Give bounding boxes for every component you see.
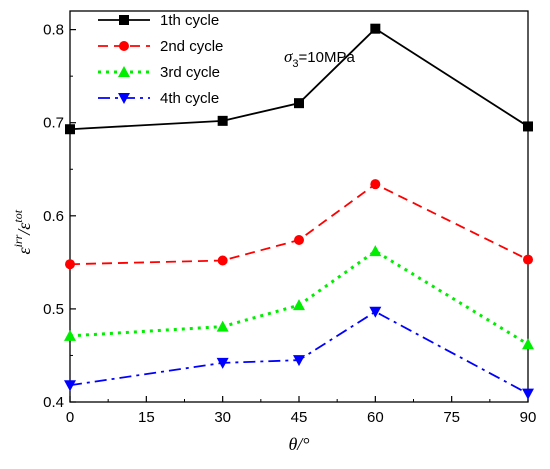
- data-point: [522, 338, 534, 350]
- series-3: [64, 245, 534, 350]
- legend-entry-2: 2nd cycle: [98, 38, 223, 55]
- data-point: [217, 255, 228, 266]
- series-line: [69, 183, 529, 266]
- series-2: [65, 179, 533, 270]
- y-tick-label: 0.4: [43, 394, 64, 411]
- data-point: [370, 23, 381, 34]
- x-axis-title: θ/°: [288, 434, 309, 454]
- legend-entry-4: 4th cycle: [98, 90, 219, 107]
- data-point: [369, 245, 382, 257]
- data-point: [294, 98, 304, 109]
- y-tick-label: 0.8: [43, 22, 64, 39]
- y-axis-title-main: ε: [14, 247, 34, 255]
- data-point: [65, 259, 75, 270]
- data-point: [523, 254, 533, 265]
- y-axis-title: εirr/εtot: [11, 209, 34, 254]
- y-axis-title-sup1: irr: [11, 234, 25, 247]
- series-layer: [64, 23, 534, 400]
- legend-label: 1th cycle: [160, 12, 219, 29]
- series-line: [69, 310, 529, 395]
- series-line: [69, 27, 529, 131]
- data-point: [369, 306, 382, 318]
- legend-marker: [119, 41, 129, 51]
- y-tick-label: 0.5: [43, 301, 64, 318]
- data-point: [65, 124, 75, 135]
- data-point: [293, 299, 305, 311]
- plot-frame: [69, 10, 529, 403]
- data-point: [64, 329, 76, 341]
- data-point: [370, 179, 381, 190]
- x-axis-title-text: θ/°: [288, 434, 309, 454]
- legend-label: 2nd cycle: [160, 38, 223, 55]
- series-4: [64, 306, 534, 400]
- legend-marker: [118, 66, 130, 77]
- y-axis-title-slash: /ε: [14, 222, 34, 236]
- x-tick-label: 15: [138, 409, 155, 426]
- x-tick-label: 75: [443, 409, 460, 426]
- legend-label: 4th cycle: [160, 90, 219, 107]
- y-axis-title-sup2: tot: [11, 209, 25, 222]
- x-tick-label: 30: [214, 409, 231, 426]
- series-1: [65, 23, 533, 135]
- x-tick-label: 60: [367, 409, 384, 426]
- stress-annotation: σ3=10MPa: [284, 47, 355, 70]
- data-point: [522, 388, 534, 400]
- x-tick-label: 45: [291, 409, 308, 426]
- y-tick-label: 0.6: [43, 208, 64, 225]
- legend-marker: [119, 15, 129, 25]
- legend-label: 3rd cycle: [160, 64, 220, 81]
- series-line: [69, 249, 529, 346]
- legend-marker: [118, 93, 130, 104]
- data-point: [523, 121, 533, 132]
- legend: 1th cycle 2nd cycle 3rd cycle 4th cycle: [98, 12, 223, 107]
- annotation-value: =10MPa: [299, 49, 356, 66]
- data-point: [216, 357, 229, 369]
- data-point: [294, 235, 304, 246]
- data-point: [216, 320, 229, 332]
- annotation-subscript: 3: [292, 58, 298, 70]
- annotation-sigma: σ: [284, 47, 293, 66]
- data-point: [217, 115, 228, 126]
- data-point: [293, 355, 305, 367]
- data-point: [64, 380, 76, 392]
- legend-entry-1: 1th cycle: [98, 12, 219, 29]
- y-tick-label: 0.7: [43, 115, 64, 132]
- plot-area: 0 15 30 45 60 75 90 0.4 0.5 0.6 0.7 0.8: [43, 10, 537, 426]
- x-tick-label: 0: [66, 409, 74, 426]
- x-tick-label: 90: [520, 409, 537, 426]
- legend-entry-3: 3rd cycle: [98, 64, 220, 81]
